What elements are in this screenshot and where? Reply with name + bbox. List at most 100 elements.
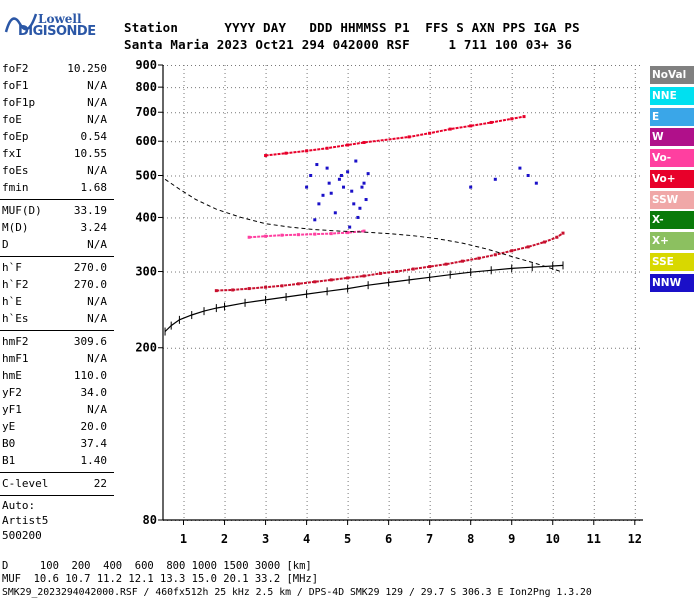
grid-dot bbox=[223, 112, 224, 114]
grid-dot bbox=[331, 175, 332, 177]
grid-dot bbox=[224, 149, 226, 150]
grid-dot bbox=[634, 461, 636, 462]
grid-dot bbox=[187, 87, 188, 89]
grid-dot bbox=[470, 497, 472, 498]
grid-dot bbox=[511, 347, 512, 349]
grid-dot bbox=[523, 347, 524, 349]
grid-dot bbox=[427, 271, 428, 273]
grid-dot bbox=[470, 517, 472, 518]
grid-dot bbox=[429, 437, 431, 438]
grid-dot bbox=[265, 209, 267, 210]
grid-dot bbox=[183, 121, 185, 122]
grid-dot bbox=[187, 112, 188, 114]
grid-dot bbox=[435, 65, 436, 66]
grid-dot bbox=[183, 501, 185, 502]
grid-dot bbox=[219, 347, 220, 349]
grid-dot bbox=[183, 245, 185, 246]
grid-dot bbox=[183, 201, 185, 202]
grid-dot bbox=[224, 353, 226, 354]
grid-dot bbox=[388, 201, 390, 202]
grid-dot bbox=[483, 65, 484, 66]
grid-dot bbox=[619, 65, 620, 66]
grid-dot bbox=[307, 271, 308, 273]
param-value: 10.250 bbox=[67, 62, 107, 75]
grid-dot bbox=[263, 347, 264, 349]
grid-dot bbox=[475, 141, 476, 143]
grid-dot bbox=[224, 413, 226, 414]
grid-dot bbox=[511, 65, 513, 66]
param-name: D bbox=[2, 238, 9, 251]
grid-dot bbox=[470, 461, 472, 462]
grid-dot bbox=[388, 297, 390, 298]
grid-dot bbox=[183, 409, 185, 410]
grid-dot bbox=[265, 165, 267, 166]
grid-dot bbox=[183, 261, 185, 262]
grid-dot bbox=[634, 493, 636, 494]
grid-dot bbox=[175, 112, 176, 114]
grid-dot bbox=[403, 141, 404, 143]
x-tick-label: 9 bbox=[508, 532, 515, 546]
grid-dot bbox=[387, 175, 388, 177]
grid-dot bbox=[543, 217, 544, 219]
grid-dot bbox=[552, 441, 554, 442]
grid-dot bbox=[639, 217, 640, 219]
grid-dot bbox=[552, 333, 554, 334]
param-name: h`E bbox=[2, 295, 22, 308]
grid-dot bbox=[599, 65, 600, 66]
data-point bbox=[469, 124, 473, 128]
grid-dot bbox=[265, 225, 267, 226]
grid-dot bbox=[415, 217, 416, 219]
grid-dot bbox=[265, 469, 267, 470]
grid-dot bbox=[347, 149, 349, 150]
grid-dot bbox=[224, 69, 226, 70]
grid-dot bbox=[587, 175, 588, 177]
grid-dot bbox=[639, 112, 640, 114]
grid-dot bbox=[619, 217, 620, 219]
grid-dot bbox=[291, 271, 292, 273]
grid-dot bbox=[523, 141, 524, 143]
grid-dot bbox=[279, 175, 280, 177]
grid-dot bbox=[552, 497, 554, 498]
grid-dot bbox=[429, 329, 431, 330]
grid-dot bbox=[470, 401, 472, 402]
grid-dot bbox=[351, 347, 352, 349]
grid-dot bbox=[511, 401, 513, 402]
grid-dot bbox=[470, 93, 472, 94]
grid-dot bbox=[455, 87, 456, 89]
grid-dot bbox=[224, 461, 226, 462]
grid-dot bbox=[591, 271, 592, 273]
grid-dot bbox=[552, 173, 554, 174]
grid-dot bbox=[259, 175, 260, 177]
grid-dot bbox=[263, 217, 264, 219]
grid-dot bbox=[315, 217, 316, 219]
grid-dot bbox=[634, 273, 636, 274]
grid-dot bbox=[551, 217, 552, 219]
grid-dot bbox=[211, 141, 212, 143]
grid-dot bbox=[429, 293, 431, 294]
grid-dot bbox=[388, 449, 390, 450]
grid-dot bbox=[388, 417, 390, 418]
grid-dot bbox=[511, 477, 513, 478]
y-tick-label: 500 bbox=[135, 168, 157, 182]
grid-dot bbox=[211, 271, 212, 273]
grid-dot bbox=[265, 477, 267, 478]
grid-dot bbox=[627, 217, 628, 219]
grid-dot bbox=[470, 389, 472, 390]
grid-dot bbox=[331, 141, 332, 143]
grid-dot bbox=[634, 201, 636, 202]
grid-dot bbox=[224, 325, 226, 326]
grid-dot bbox=[623, 141, 624, 143]
grid-dot bbox=[265, 405, 267, 406]
grid-dot bbox=[183, 73, 185, 74]
data-point bbox=[339, 173, 343, 177]
grid-dot bbox=[634, 117, 636, 118]
grid-dot bbox=[388, 365, 390, 366]
grid-dot bbox=[183, 97, 185, 98]
grid-dot bbox=[511, 337, 513, 338]
grid-dot bbox=[224, 109, 226, 110]
grid-dot bbox=[267, 141, 268, 143]
grid-dot bbox=[271, 112, 272, 114]
grid-dot bbox=[593, 105, 595, 106]
grid-dot bbox=[306, 277, 308, 278]
grid-dot bbox=[587, 112, 588, 114]
